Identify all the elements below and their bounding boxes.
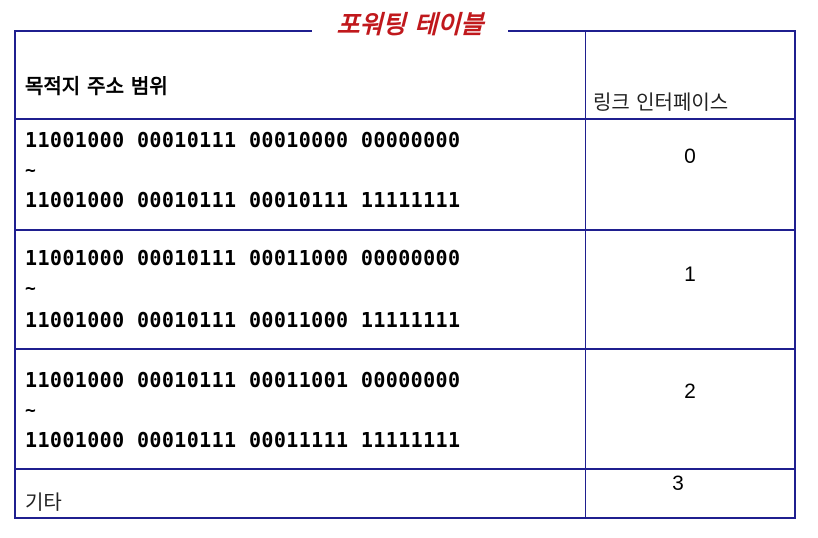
table-title: 포워팅 테이블 (336, 10, 484, 39)
column-divider (585, 30, 586, 518)
range-separator-row-2: ~ (25, 400, 36, 421)
table-border-left (14, 30, 16, 518)
interface-row-0: 0 (684, 145, 696, 168)
range-start-row-2: 11001000 00010111 00011001 00000000 (25, 368, 461, 392)
row-divider-2 (14, 348, 796, 350)
table-border-right (794, 30, 796, 518)
row-divider-header (14, 118, 796, 120)
other-destinations-label: 기타 (25, 490, 62, 514)
interface-other: 3 (672, 472, 684, 495)
table-border-bottom (14, 517, 796, 519)
interface-row-1: 1 (684, 263, 696, 286)
destination-range-header: 목적지 주소 범위 (25, 74, 168, 98)
range-start-row-0: 11001000 00010111 00010000 00000000 (25, 128, 461, 152)
range-end-row-2: 11001000 00010111 00011111 11111111 (25, 428, 461, 452)
table-border-top-left (14, 30, 312, 32)
range-separator-row-1: ~ (25, 278, 36, 299)
row-divider-3 (14, 468, 796, 470)
range-end-row-1: 11001000 00010111 00011000 11111111 (25, 308, 461, 332)
interface-row-2: 2 (684, 380, 696, 403)
row-divider-1 (14, 229, 796, 231)
table-border-top-right (508, 30, 796, 32)
range-separator-row-0: ~ (25, 160, 36, 181)
link-interface-header: 링크 인터페이스 (593, 90, 729, 114)
range-end-row-0: 11001000 00010111 00010111 11111111 (25, 188, 461, 212)
range-start-row-1: 11001000 00010111 00011000 00000000 (25, 246, 461, 270)
